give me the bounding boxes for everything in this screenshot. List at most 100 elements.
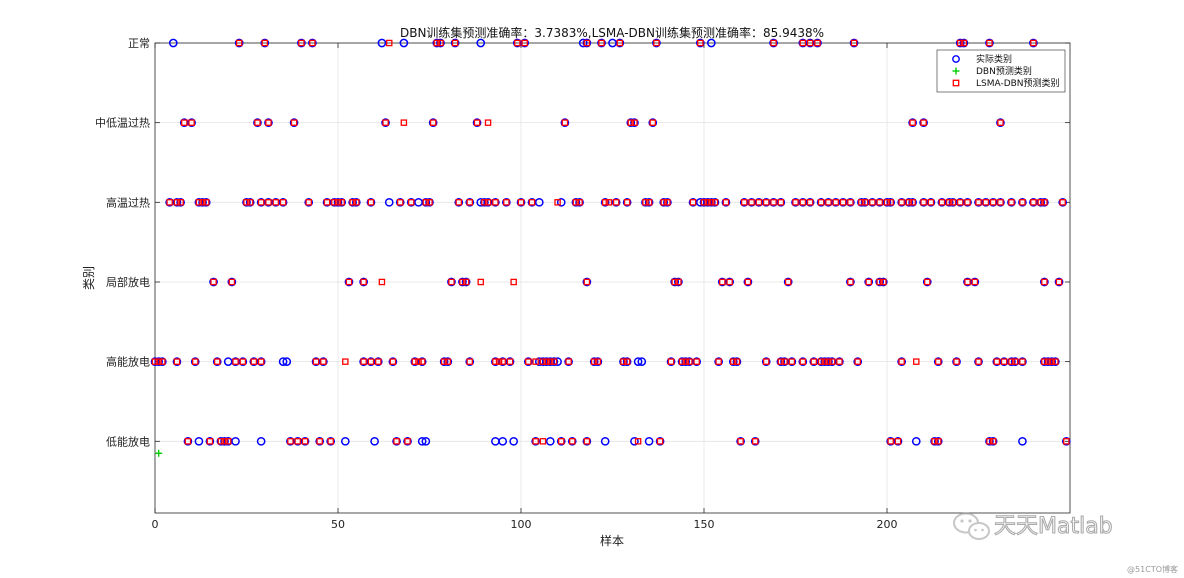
lsma-dbn-predicted-point <box>396 199 404 206</box>
y-tick-label: 高温过热 <box>106 195 150 209</box>
lsma-dbn-predicted-point <box>836 358 843 365</box>
actual-class-point <box>743 277 753 287</box>
lsma-dbn-predicted-point <box>250 358 258 365</box>
lsma-dbn-predicted-point <box>989 438 997 445</box>
actual-class-point <box>641 197 650 207</box>
lsma-dbn-predicted-point <box>634 438 642 445</box>
lsma-dbn-predicted-point <box>854 358 861 365</box>
lsma-dbn-predicted-point <box>693 358 700 365</box>
dbn-predicted-point <box>155 449 163 457</box>
lsma-dbn-predicted-point <box>909 199 916 206</box>
actual-class-point <box>545 436 555 446</box>
actual-class-point <box>710 197 720 207</box>
lsma-dbn-predicted-point <box>459 278 466 286</box>
actual-class-point <box>417 436 427 446</box>
actual-class-point <box>615 38 625 48</box>
lsma-dbn-predicted-point <box>199 199 206 206</box>
lsma-dbn-predicted-point <box>375 358 382 365</box>
actual-class-point <box>630 436 639 446</box>
actual-class-point <box>340 436 350 446</box>
actual-class-point <box>534 197 544 207</box>
lsma-dbn-predicted-point <box>279 199 287 206</box>
actual-class-point <box>256 357 266 366</box>
lsma-dbn-predicted-point <box>689 199 697 206</box>
actual-class-point <box>480 197 489 207</box>
actual-class-point <box>908 197 917 207</box>
legend-marker-dbn <box>952 67 960 75</box>
actual-class-point <box>988 436 998 446</box>
lsma-dbn-predicted-point <box>770 199 777 206</box>
actual-class-point <box>670 277 680 287</box>
actual-class-point <box>436 38 445 48</box>
actual-class-point <box>600 436 610 446</box>
actual-class-point <box>904 197 914 207</box>
lsma-dbn-predicted-point <box>989 199 997 206</box>
actual-class-point <box>1054 277 1064 287</box>
lsma-dbn-predicted-point <box>667 358 675 365</box>
lsma-dbn-predicted-point <box>155 358 162 365</box>
lsma-dbn-predicted-point <box>678 358 686 365</box>
actual-class-point <box>1018 197 1027 207</box>
lsma-dbn-predicted-point <box>206 438 214 445</box>
lsma-dbn-predicted-point <box>806 39 814 47</box>
actual-class-point <box>776 357 786 366</box>
actual-class-point <box>611 197 621 207</box>
actual-class-point <box>417 357 427 366</box>
actual-class-point <box>450 38 460 48</box>
lsma-dbn-predicted-point <box>239 358 247 365</box>
actual-class-point <box>963 197 972 207</box>
lsma-dbn-predicted-point <box>982 199 990 206</box>
lsma-dbn-predicted-point <box>320 358 327 365</box>
y-tick-label: 局部放电 <box>106 275 150 289</box>
lsma-dbn-predicted-point <box>1055 278 1063 286</box>
lsma-dbn-predicted-point <box>949 199 957 206</box>
lsma-dbn-predicted-point <box>235 39 243 47</box>
actual-class-point <box>176 197 185 207</box>
actual-class-point <box>509 436 519 446</box>
actual-class-point <box>238 357 248 366</box>
lsma-dbn-predicted-point <box>422 199 430 206</box>
actual-class-point <box>911 436 921 446</box>
lsma-dbn-predicted-point <box>188 119 195 126</box>
lsma-dbn-predicted-point <box>173 199 181 206</box>
actual-class-point <box>333 197 343 207</box>
lsma-dbn-predicted-point <box>1037 199 1044 206</box>
lsma-dbn-predicted-point <box>792 199 799 206</box>
lsma-dbn-predicted-point <box>623 358 631 365</box>
lsma-dbn-predicted-point <box>817 199 825 206</box>
legend: 实际类别 DBN预测类别 LSMA-DBN预测类别 <box>936 49 1066 93</box>
lsma-dbn-predicted-point <box>517 199 525 206</box>
lsma-dbn-predicted-point <box>477 278 484 286</box>
actual-class-point <box>373 357 383 366</box>
lsma-dbn-predicted-point <box>715 358 722 365</box>
lsma-dbn-predicted-point <box>711 199 719 206</box>
lsma-dbn-predicted-point <box>316 438 323 445</box>
lsma-dbn-predicted-point <box>762 199 770 206</box>
actual-class-point <box>381 118 390 128</box>
lsma-dbn-predicted-point <box>568 438 576 445</box>
lsma-dbn-predicted-point <box>334 199 342 206</box>
lsma-dbn-predicted-point <box>722 199 730 206</box>
actual-class-point <box>853 357 863 366</box>
actual-class-point <box>498 436 508 446</box>
lsma-dbn-predicted-point <box>905 199 913 206</box>
lsma-dbn-predicted-point <box>612 199 620 206</box>
lsma-dbn-predicted-point <box>433 39 441 47</box>
lsma-dbn-predicted-point <box>1019 358 1026 365</box>
lsma-dbn-predicted-point <box>385 39 393 47</box>
actual-class-point <box>695 38 705 48</box>
lsma-dbn-predicted-point <box>492 199 499 206</box>
lsma-dbn-predicted-point <box>675 278 682 286</box>
lsma-dbn-predicted-point <box>514 39 521 47</box>
lsma-dbn-predicted-point <box>301 438 309 445</box>
lsma-dbn-predicted-point <box>547 358 554 365</box>
actual-class-point <box>234 38 244 48</box>
actual-class-point <box>1029 38 1038 48</box>
actual-class-point <box>897 357 906 366</box>
actual-class-point <box>421 197 431 207</box>
actual-class-point <box>813 38 822 48</box>
lsma-dbn-predicted-point <box>1059 199 1066 206</box>
lsma-dbn-predicted-point <box>243 199 250 206</box>
actual-class-point <box>304 197 314 207</box>
lsma-dbn-predicted-point <box>920 199 927 206</box>
